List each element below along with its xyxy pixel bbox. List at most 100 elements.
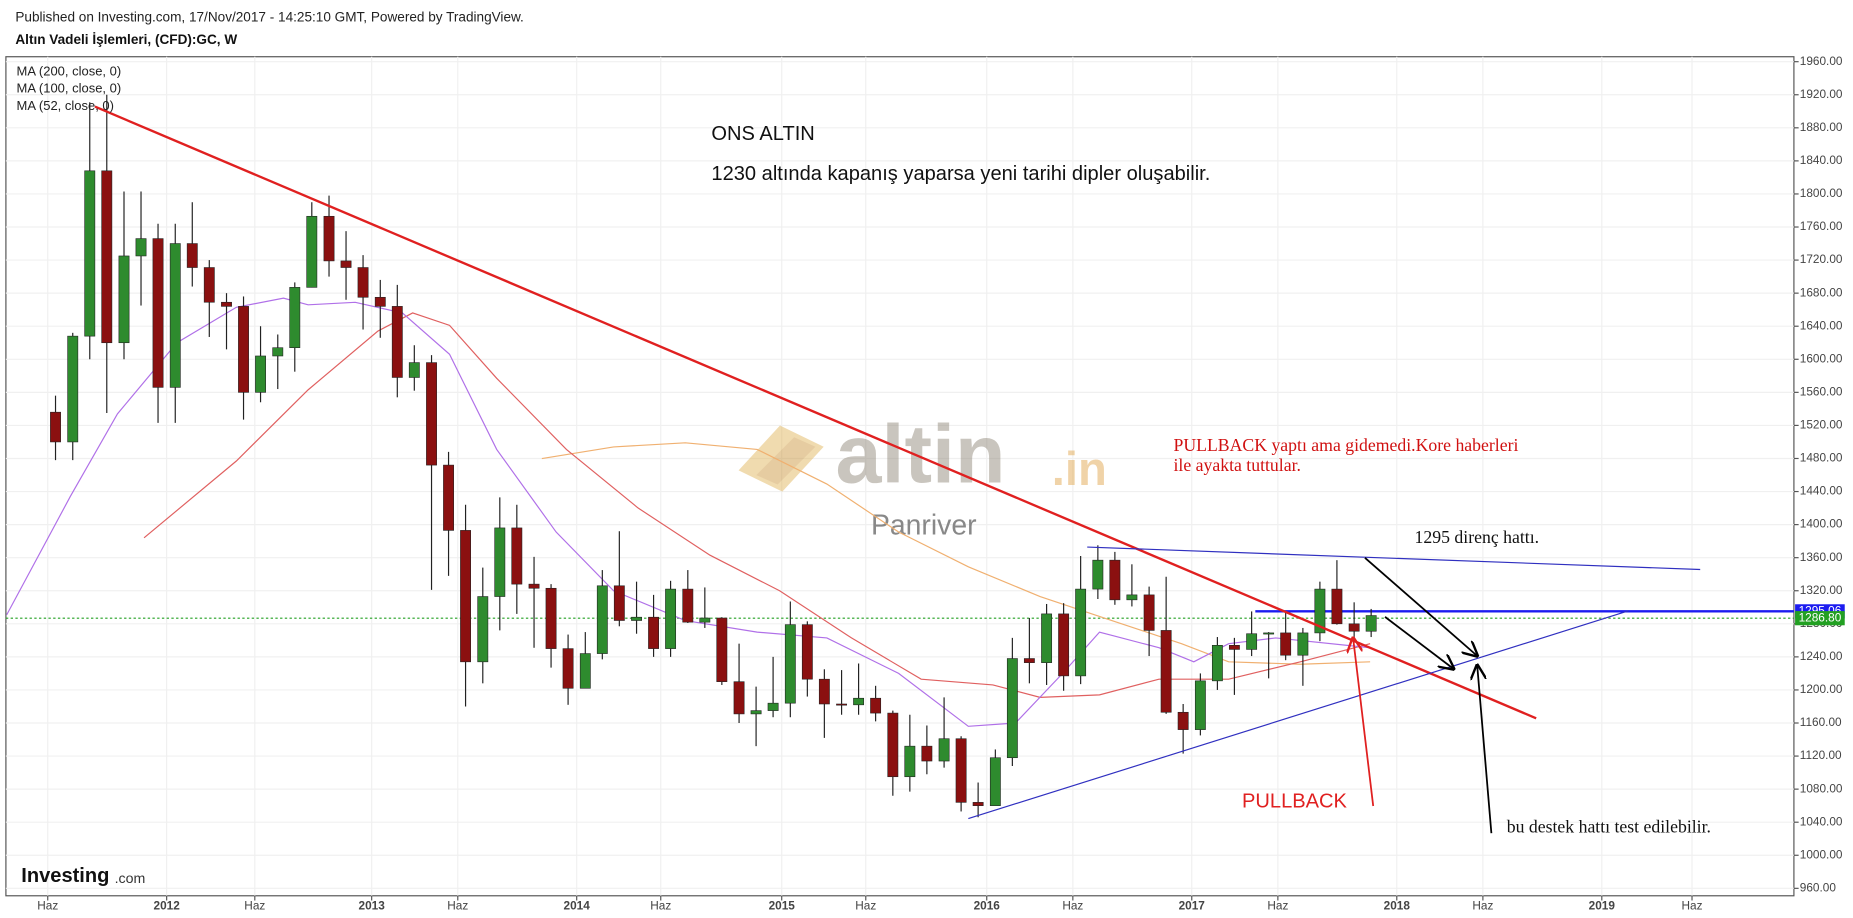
x-tick-label: 2012 [154, 899, 181, 913]
candle-body [631, 616, 642, 621]
ma-line [143, 312, 1371, 698]
candle-body [562, 648, 574, 689]
candle-body [938, 738, 950, 762]
candle-body [1348, 623, 1360, 632]
y-tick-label: 1440.00 [1800, 484, 1843, 498]
candle-body [1246, 633, 1258, 650]
x-tick-label: Haz [855, 899, 876, 913]
candle-body [836, 703, 848, 706]
candle-body [477, 596, 489, 663]
candle-body [853, 697, 865, 706]
trendline [968, 610, 1629, 820]
arrow [1384, 616, 1454, 669]
candle-body [972, 802, 984, 806]
y-tick-label: 1560.00 [1800, 384, 1843, 398]
legend-entry: MA (52, close, 0) [17, 98, 114, 113]
candle-body [1109, 559, 1121, 601]
y-tick-label: 1320.00 [1800, 583, 1843, 597]
trendline [1087, 546, 1701, 571]
candle-body [1297, 632, 1309, 656]
chart-title: Altın Vadeli İşlemleri, (CFD):GC, W [15, 32, 237, 47]
y-tick-label: 1760.00 [1800, 219, 1843, 233]
x-tick-label: 2013 [359, 899, 386, 913]
candle-body [1280, 632, 1292, 656]
candle-body [579, 653, 591, 689]
candle-body [374, 296, 386, 307]
x-tick-label: 2014 [564, 899, 591, 913]
candle-body [648, 616, 659, 649]
candle-body [67, 335, 79, 443]
candle-body [1211, 645, 1223, 682]
arrow [1353, 638, 1375, 807]
y-tick-label: 1800.00 [1800, 186, 1843, 200]
candle-body [1058, 613, 1070, 677]
y-tick-label: 1880.00 [1800, 120, 1843, 134]
y-tick-label: 1360.00 [1800, 550, 1843, 564]
annotation-resistance: 1295 direnç hattı. [1415, 527, 1540, 547]
annotation-subheading: 1230 altında kapanış yaparsa yeni tarihi… [711, 163, 1210, 185]
candle-body [818, 678, 830, 705]
y-tick-label: 960.00 [1800, 880, 1837, 894]
candle-body [887, 712, 899, 778]
candle-body [101, 170, 113, 344]
y-tick-label: 1480.00 [1800, 451, 1843, 465]
x-tick-label: Haz [1267, 899, 1288, 913]
candle-body [221, 301, 232, 307]
y-tick-label: 1240.00 [1800, 649, 1843, 663]
candle-body [613, 585, 625, 621]
x-tick-label: 2017 [1179, 899, 1206, 913]
y-tick-label: 1720.00 [1800, 252, 1843, 266]
candle-body [289, 287, 301, 349]
y-tick-label: 1400.00 [1800, 517, 1843, 531]
candle-body [1075, 588, 1087, 677]
candle-body [1006, 658, 1018, 759]
x-tick-label: 2018 [1384, 899, 1411, 913]
candle-body [1263, 632, 1275, 635]
candle-body [306, 215, 318, 288]
y-tick-label: 1520.00 [1800, 418, 1843, 432]
trendline [94, 105, 1537, 720]
candle-body [750, 710, 762, 715]
candle-body [494, 527, 506, 597]
candle-body [904, 745, 916, 778]
watermark-brand: altin [836, 408, 1006, 501]
candle-body [238, 306, 249, 393]
candle-body [1228, 645, 1240, 650]
y-tick-label: 1920.00 [1800, 87, 1843, 101]
y-tick-label: 1640.00 [1800, 318, 1843, 332]
y-tick-label: 1840.00 [1800, 153, 1843, 167]
candle-body [169, 243, 181, 388]
candle-body [699, 617, 711, 623]
grid: 960.00 1000.00 1040.00 1080.00 1120.00 1160.0… [5, 54, 1843, 913]
logo-brand: Investing [21, 865, 109, 887]
candle-body [801, 624, 813, 680]
candle-body [665, 588, 677, 649]
y-tick-label: 1120.00 [1800, 748, 1842, 762]
candle-body [135, 238, 147, 257]
annotation-support: bu destek hattı test edilebilir. [1507, 816, 1711, 836]
arrow [1364, 557, 1477, 656]
annotation-note: ile ayakta tuttular. [1173, 455, 1300, 475]
candle-body [767, 702, 779, 711]
candle-body [1331, 588, 1343, 625]
candle-body [1194, 680, 1206, 730]
candle-body [1092, 559, 1104, 590]
x-tick-label: Haz [1062, 899, 1083, 913]
y-tick-label: 1000.00 [1800, 847, 1843, 861]
candle-body [1126, 594, 1138, 601]
candle-body [1143, 594, 1155, 631]
candle-body [733, 681, 745, 715]
candle-body [460, 530, 471, 663]
candle-body [118, 255, 130, 344]
candle-body [340, 260, 352, 268]
candle-body [1177, 711, 1189, 730]
candle-body [272, 347, 284, 357]
x-tick-label: 2016 [974, 899, 1001, 913]
candle-body [545, 587, 557, 649]
candle-body [1365, 615, 1377, 632]
header: Published on Investing.com, 17/Nov/2017 … [15, 9, 523, 24]
arrow [1477, 665, 1493, 834]
y-tick-label: 1160.00 [1800, 715, 1842, 729]
